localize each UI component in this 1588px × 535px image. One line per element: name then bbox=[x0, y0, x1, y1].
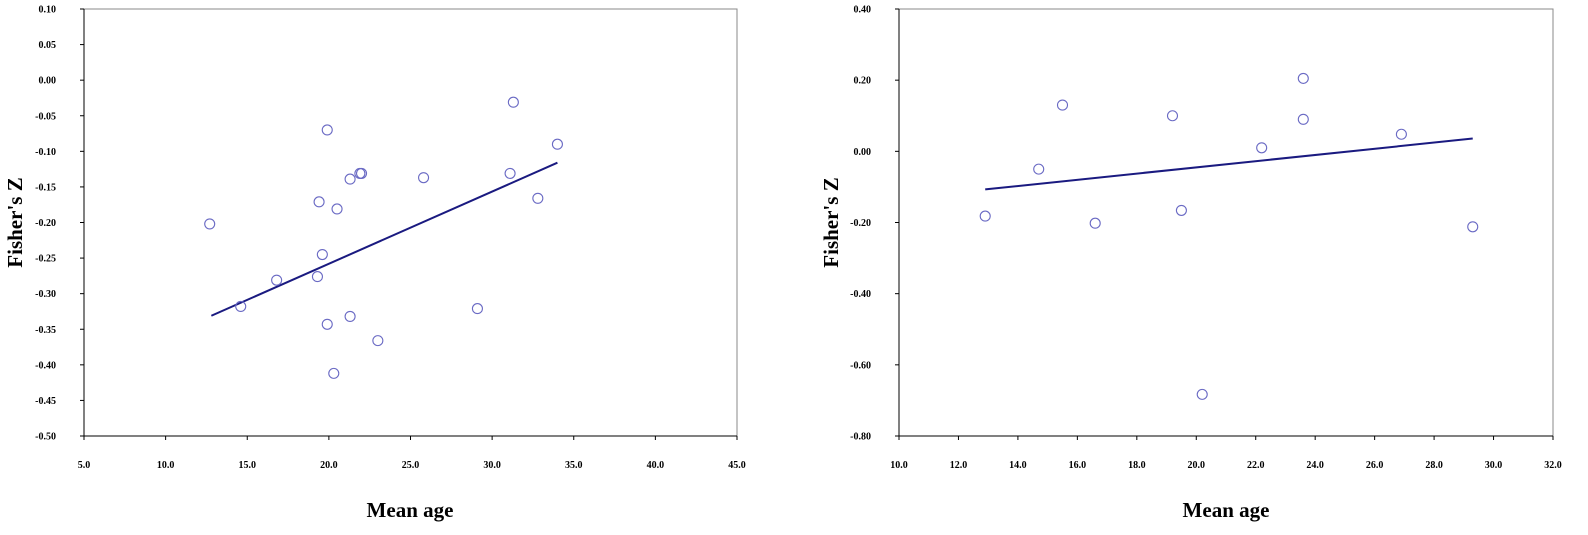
x-tick-label: 30.0 bbox=[1485, 460, 1503, 471]
y-tick-label: -0.05 bbox=[35, 111, 56, 122]
y-tick-label: 0.00 bbox=[854, 147, 872, 158]
y-axis-label: Fisher's Z bbox=[3, 177, 27, 267]
x-tick-label: 14.0 bbox=[1009, 460, 1027, 471]
data-point bbox=[321, 318, 333, 330]
data-point bbox=[1256, 142, 1268, 154]
plot-frame bbox=[898, 8, 1554, 437]
x-tick-label: 12.0 bbox=[950, 460, 968, 471]
x-tick-label: 32.0 bbox=[1544, 460, 1562, 471]
x-tick-label: 10.0 bbox=[157, 460, 175, 471]
data-point bbox=[507, 96, 519, 108]
y-axis-label: Fisher's Z bbox=[819, 177, 843, 267]
data-point bbox=[344, 173, 356, 185]
x-tick-label: 10.0 bbox=[890, 460, 908, 471]
regression-line bbox=[210, 161, 558, 317]
data-point bbox=[313, 196, 325, 208]
x-tick-label: 15.0 bbox=[239, 460, 257, 471]
data-point bbox=[1297, 72, 1309, 84]
x-tick-label: 35.0 bbox=[565, 460, 583, 471]
y-tick-label: 0.10 bbox=[39, 5, 57, 16]
y-tick-label: -0.15 bbox=[35, 182, 56, 193]
y-tick-label: -0.25 bbox=[35, 254, 56, 265]
y-tick-label: -0.80 bbox=[850, 432, 871, 443]
data-point bbox=[321, 124, 333, 136]
x-tick-label: 26.0 bbox=[1366, 460, 1384, 471]
y-tick-label: 0.00 bbox=[39, 76, 57, 87]
x-tick-label: 30.0 bbox=[483, 460, 501, 471]
data-point bbox=[471, 303, 483, 315]
data-point bbox=[344, 310, 356, 322]
data-point bbox=[1175, 204, 1187, 216]
data-point bbox=[1196, 388, 1208, 400]
x-tick-label: 24.0 bbox=[1306, 460, 1324, 471]
data-point bbox=[1395, 128, 1407, 140]
data-point bbox=[1033, 163, 1045, 175]
y-tick-label: -0.30 bbox=[35, 289, 56, 300]
data-point bbox=[1056, 99, 1069, 111]
data-point bbox=[328, 367, 340, 379]
x-axis-label: Mean age bbox=[367, 498, 454, 522]
data-point bbox=[532, 192, 544, 204]
x-tick-label: 40.0 bbox=[647, 460, 665, 471]
y-tick-label: -0.50 bbox=[35, 432, 56, 443]
y-tick-label: -0.40 bbox=[850, 289, 871, 300]
x-tick-label: 16.0 bbox=[1069, 460, 1087, 471]
x-tick-label: 20.0 bbox=[320, 460, 338, 471]
y-tick-label: -0.35 bbox=[35, 325, 56, 336]
data-point bbox=[311, 271, 323, 283]
x-tick-label: 25.0 bbox=[402, 460, 420, 471]
data-point bbox=[1467, 221, 1479, 233]
data-point bbox=[418, 172, 430, 184]
x-tick-label: 22.0 bbox=[1247, 460, 1265, 471]
regression-line bbox=[985, 137, 1473, 191]
data-point bbox=[1166, 110, 1179, 122]
data-point bbox=[504, 167, 516, 179]
right-scatter-chart: 0.40 0.20 0.00 -0.20 -0.40 -0.60 -0.80 10.0 12.0… bbox=[819, 5, 1562, 523]
y-tick-label: -0.20 bbox=[35, 218, 56, 229]
data-point bbox=[372, 335, 384, 347]
y-tick-label: -0.45 bbox=[35, 396, 56, 407]
data-point bbox=[1297, 113, 1309, 125]
data-point bbox=[331, 203, 343, 215]
data-point bbox=[979, 210, 991, 222]
plot-frame bbox=[83, 8, 738, 437]
x-tick-label: 28.0 bbox=[1425, 460, 1443, 471]
y-tick-label: 0.20 bbox=[854, 76, 872, 87]
data-point bbox=[551, 138, 563, 150]
data-point bbox=[1089, 217, 1101, 229]
y-tick-label: -0.40 bbox=[35, 360, 56, 371]
y-tick-label: 0.40 bbox=[854, 5, 872, 16]
y-tick-label: -0.60 bbox=[850, 360, 871, 371]
data-point bbox=[204, 218, 216, 230]
x-tick-label: 5.0 bbox=[78, 460, 91, 471]
data-point bbox=[355, 167, 368, 179]
x-tick-label: 45.0 bbox=[728, 460, 746, 471]
y-tick-label: -0.10 bbox=[35, 147, 56, 158]
x-axis-label: Mean age bbox=[1183, 498, 1270, 522]
y-tick-label: -0.20 bbox=[850, 218, 871, 229]
data-point bbox=[235, 300, 247, 313]
data-point bbox=[316, 248, 328, 261]
left-scatter-chart: 0.10 0.05 0.00 -0.05 -0.10 -0.15 -0.20 -0.25 -0.… bbox=[3, 5, 746, 523]
y-tick-label: 0.05 bbox=[39, 40, 57, 51]
data-point bbox=[271, 274, 283, 286]
x-tick-label: 18.0 bbox=[1128, 460, 1146, 471]
x-tick-label: 20.0 bbox=[1188, 460, 1206, 471]
